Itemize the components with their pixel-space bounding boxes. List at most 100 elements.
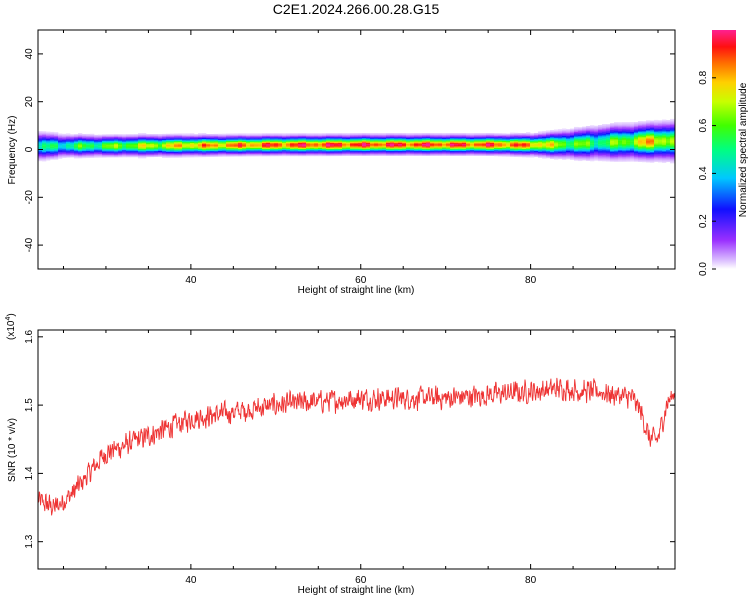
- spectrogram-cell: [614, 148, 619, 150]
- spectrogram-cell: [530, 146, 535, 149]
- spectrogram-cell: [190, 153, 195, 155]
- spectrogram-cell: [542, 133, 547, 135]
- spectrogram-cell: [306, 140, 311, 142]
- spectrogram-cell: [406, 153, 411, 155]
- spectrogram-cell: [510, 145, 515, 148]
- spectrogram-cell: [498, 138, 503, 140]
- spectrogram-cell: [602, 132, 607, 134]
- spectrogram-cell: [662, 145, 667, 148]
- spectrogram-cell: [66, 144, 71, 146]
- spectrogram-cell: [126, 146, 131, 148]
- spectrogram-cell: [606, 155, 611, 157]
- spectrogram-cell: [602, 156, 607, 158]
- spectrogram-cell: [486, 134, 491, 136]
- spectrogram-cell: [266, 150, 271, 152]
- spectrogram-cell: [130, 147, 135, 149]
- spectrogram-cell: [194, 148, 199, 151]
- spectrogram-cell: [274, 153, 279, 155]
- spectrogram-cell: [206, 144, 211, 147]
- spectrogram-cell: [626, 140, 631, 142]
- spectrogram-cell: [578, 158, 583, 160]
- spectrogram-cell: [214, 155, 219, 157]
- spectrogram-cell: [598, 141, 603, 144]
- spectrogram-cell: [638, 143, 643, 146]
- spectrogram-cell: [386, 148, 391, 150]
- spectrogram-cell: [310, 154, 315, 157]
- spectrogram-cell: [146, 142, 151, 144]
- spectrogram-cell: [462, 140, 467, 142]
- spectrogram-cell: [386, 149, 391, 152]
- spectrogram-cell: [614, 132, 619, 135]
- spectrogram-cell: [618, 147, 623, 149]
- spectrogram-cell: [590, 138, 595, 140]
- spectrogram-cell: [478, 148, 483, 150]
- spectrogram-cell: [422, 136, 427, 138]
- spectrogram-cell: [154, 142, 159, 144]
- spectrogram-cell: [266, 139, 271, 141]
- spectrogram-cell: [298, 148, 303, 151]
- spectrogram-cell: [490, 135, 495, 137]
- spectrogram-cell: [126, 152, 131, 154]
- spectrogram-cell: [578, 153, 583, 156]
- spectrogram-cell: [62, 156, 67, 158]
- spectrogram-cell: [602, 130, 607, 132]
- spectrogram-cell: [494, 152, 499, 154]
- spectrogram-cell: [350, 133, 355, 135]
- spectrogram-cell: [634, 135, 639, 137]
- spectrogram-cell: [522, 152, 527, 154]
- spectrogram-cell: [46, 144, 51, 147]
- spectrogram-cell: [598, 134, 603, 137]
- spectrogram-cell: [74, 140, 79, 142]
- spectrogram-cell: [590, 158, 595, 161]
- spectrogram-cell: [478, 141, 483, 143]
- spectrogram-cell: [270, 136, 275, 139]
- spectrogram-cell: [430, 133, 435, 135]
- spectrogram-cell: [598, 132, 603, 134]
- spectrogram-cell: [622, 135, 627, 137]
- spectrogram-cell: [538, 144, 543, 146]
- spectrogram-cell: [202, 140, 207, 142]
- spectrogram-cell: [586, 151, 591, 153]
- spectrogram-cell: [630, 147, 635, 149]
- spectrogram-cell: [442, 142, 447, 144]
- spectrogram-cell: [182, 156, 187, 158]
- spectrogram-cell: [514, 154, 519, 156]
- spectrogram-cell: [642, 150, 647, 152]
- spectrogram-cell: [94, 143, 99, 145]
- spectrogram-cell: [662, 135, 667, 137]
- spectrogram-cell: [70, 151, 75, 153]
- spectrogram-cell: [598, 133, 603, 135]
- spectrogram-cell: [434, 136, 439, 138]
- spectrogram-cell: [482, 143, 487, 146]
- spectrogram-cell: [362, 143, 367, 146]
- spectrogram-cell: [502, 149, 507, 151]
- spectrogram-cell: [218, 150, 223, 152]
- spectrogram-cell: [570, 139, 575, 141]
- spectrogram-cell: [634, 123, 639, 125]
- spectrogram-cell: [170, 149, 175, 151]
- spectrogram-cell: [170, 144, 175, 146]
- spectrogram-cell: [222, 154, 227, 156]
- spectrogram-cell: [282, 148, 287, 151]
- spectrogram-cell: [202, 155, 207, 158]
- spectrogram-cell: [286, 133, 291, 135]
- spectrogram-cell: [610, 135, 615, 137]
- spectrogram-cell: [566, 148, 571, 150]
- spectrogram-cell: [554, 151, 559, 153]
- spectrogram-cell: [66, 140, 71, 142]
- spectrogram-cell: [218, 142, 223, 144]
- spectrogram-cell: [178, 155, 183, 157]
- spectrogram-cell: [586, 145, 591, 147]
- spectrogram-cell: [514, 149, 519, 151]
- spectrogram-cell: [650, 125, 655, 127]
- spectrogram-cell: [178, 133, 183, 135]
- spectrogram-cell: [322, 136, 327, 139]
- spectrogram-cell: [662, 121, 667, 124]
- spectrogram-cell: [346, 134, 351, 136]
- spectrogram-cell: [562, 139, 567, 141]
- spectrogram-cell: [482, 137, 487, 140]
- spectrogram-cell: [642, 156, 647, 158]
- spectrogram-cell: [394, 143, 399, 146]
- spectrogram-cell: [662, 149, 667, 151]
- spectrogram-cell: [646, 153, 651, 156]
